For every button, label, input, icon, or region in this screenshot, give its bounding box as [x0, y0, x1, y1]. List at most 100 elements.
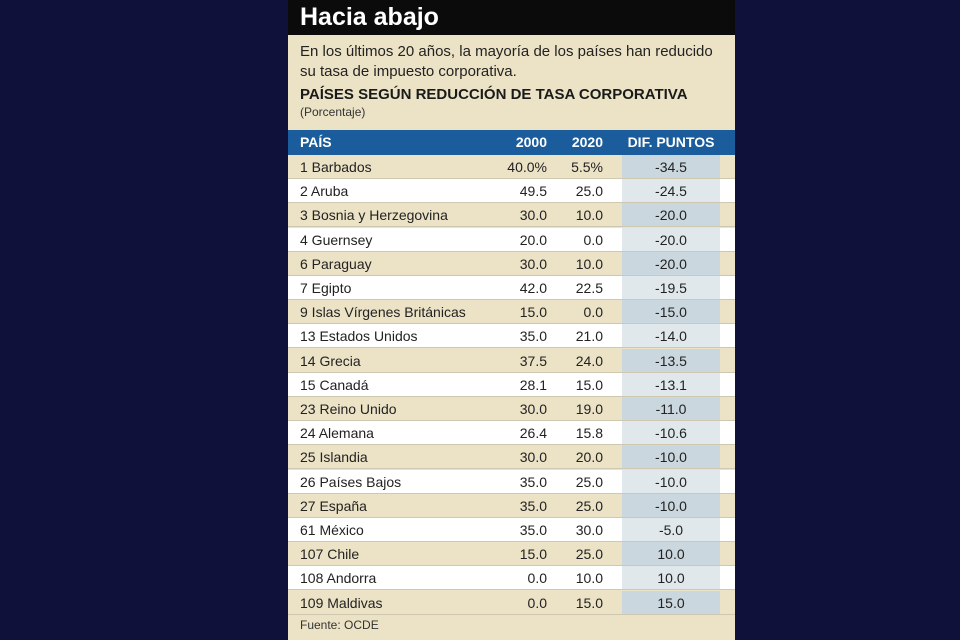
table-row: 4 Guernsey 20.0 0.0 -20.0	[288, 227, 735, 252]
cell: -11.0	[655, 401, 687, 417]
cell: -10.0	[655, 473, 687, 490]
diff-cell-bg	[622, 445, 720, 469]
cell: -5.0	[658, 522, 684, 538]
cell: -20.0	[655, 207, 687, 224]
cell: 19.0	[575, 401, 603, 417]
diff-cell-bg	[622, 397, 720, 420]
column-header: PAÍS	[300, 134, 332, 150]
cell: 15.0	[519, 304, 547, 321]
cell: 40.0%	[507, 159, 547, 175]
table-row: 2 Aruba 49.5 25.0 -24.5	[288, 179, 735, 204]
diff-cell-bg	[622, 518, 720, 541]
cell: 21.0	[575, 328, 603, 345]
diff-cell-bg	[622, 155, 720, 178]
table-row: 24 Alemana 26.4 15.8 -10.6	[288, 421, 735, 446]
diff-cell-bg	[622, 348, 720, 372]
diff-cell-bg	[622, 251, 720, 275]
cell: 0.0	[527, 594, 547, 611]
cell: 27 España	[300, 497, 367, 514]
cell: 35.0	[519, 497, 547, 514]
table-row: 26 Países Bajos 35.0 25.0 -10.0	[288, 469, 735, 494]
table-row: 25 Islandia 30.0 20.0 -10.0	[288, 445, 735, 470]
cell: 23 Reino Unido	[300, 401, 397, 417]
cell: 108 Andorra	[300, 570, 377, 587]
diff-cell-bg	[622, 566, 720, 590]
cell: 9 Islas Vírgenes Británicas	[300, 304, 466, 321]
cell: 25.0	[575, 546, 603, 563]
cell: 109 Maldivas	[300, 594, 383, 611]
cell: 42.0	[519, 280, 547, 296]
cell: 49.5	[519, 183, 547, 200]
cell: -13.5	[655, 352, 687, 369]
diff-cell-bg	[622, 469, 720, 493]
cell: -20.0	[655, 255, 687, 272]
table-row: 1 Barbados 40.0% 5.5% -34.5	[288, 155, 735, 179]
cell: -14.0	[655, 328, 687, 345]
table-row: 61 México 35.0 30.0 -5.0	[288, 518, 735, 542]
cell: 2 Aruba	[300, 183, 349, 200]
cell: 20.0	[575, 449, 603, 466]
table-row: 109 Maldivas 0.0 15.0 15.0	[288, 590, 735, 615]
cell: -10.0	[655, 497, 687, 514]
cell: 15 Canadá	[300, 376, 369, 393]
cell: 10.0	[575, 207, 603, 224]
diff-cell-bg	[622, 324, 720, 348]
cell: 10.0	[575, 570, 603, 587]
diff-cell-bg	[622, 203, 720, 227]
cell: 5.5%	[571, 159, 603, 175]
subtitle: En los últimos 20 años, la mayoría de lo…	[300, 43, 713, 80]
table-row: 27 España 35.0 25.0 -10.0	[288, 493, 735, 518]
source: Fuente: OCDE	[300, 618, 379, 632]
table-row: 9 Islas Vírgenes Británicas 15.0 0.0 -15.0	[288, 300, 735, 325]
cell: 37.5	[519, 352, 547, 369]
heading: PAÍSES SEGÚN REDUCCIÓN DE TASA CORPORATI…	[300, 86, 688, 103]
diff-cell-bg	[622, 590, 720, 614]
cell: 30.0	[519, 401, 547, 417]
cell: -24.5	[655, 183, 687, 200]
cell: 30.0	[575, 522, 603, 538]
cell: 28.1	[519, 376, 547, 393]
cell: 20.0	[519, 231, 547, 248]
cell: -15.0	[655, 304, 687, 321]
cell: 10.0	[657, 546, 685, 563]
table-row: 15 Canadá 28.1 15.0 -13.1	[288, 372, 735, 397]
cell: 22.5	[575, 280, 603, 296]
cell: -34.5	[655, 159, 687, 175]
cell: 0.0	[583, 304, 603, 321]
cell: 30.0	[519, 207, 547, 224]
cell: 26 Países Bajos	[300, 473, 402, 490]
cell: 107 Chile	[300, 546, 360, 563]
table-row: 107 Chile 15.0 25.0 10.0	[288, 542, 735, 567]
cell: 24 Alemana	[300, 425, 374, 442]
cell: 35.0	[519, 473, 547, 490]
cell: 26.4	[519, 425, 547, 442]
column-header: 2020	[571, 134, 603, 150]
diff-cell-bg	[622, 421, 720, 445]
cell: 15.0	[657, 594, 685, 611]
cell: 3 Bosnia y Herzegovina	[300, 207, 448, 224]
diff-cell-bg	[622, 227, 720, 251]
cell: 0.0	[527, 570, 547, 587]
column-header: DIF. PUNTOS	[627, 134, 715, 150]
cell: 25 Islandia	[300, 449, 368, 466]
cell: 30.0	[519, 255, 547, 272]
diff-cell-bg	[622, 300, 720, 324]
cell: 10.0	[575, 255, 603, 272]
diff-cell-bg	[622, 276, 720, 299]
cell: -19.5	[655, 280, 687, 296]
diff-cell-bg	[622, 372, 720, 396]
cell: 15.0	[575, 376, 603, 393]
cell: 15.0	[575, 594, 603, 611]
cell: -13.1	[655, 376, 687, 393]
table-row: 14 Grecia 37.5 24.0 -13.5	[288, 348, 735, 373]
cell: 10.0	[657, 570, 685, 587]
table-row: 7 Egipto 42.0 22.5 -19.5	[288, 276, 735, 300]
cell: 6 Paraguay	[300, 255, 372, 272]
cell: 35.0	[519, 522, 547, 538]
cell: 15.0	[519, 546, 547, 563]
cell: 35.0	[519, 328, 547, 345]
cell: 14 Grecia	[300, 352, 361, 369]
column-header: 2000	[515, 134, 547, 150]
title: Hacia abajo	[288, 0, 735, 35]
